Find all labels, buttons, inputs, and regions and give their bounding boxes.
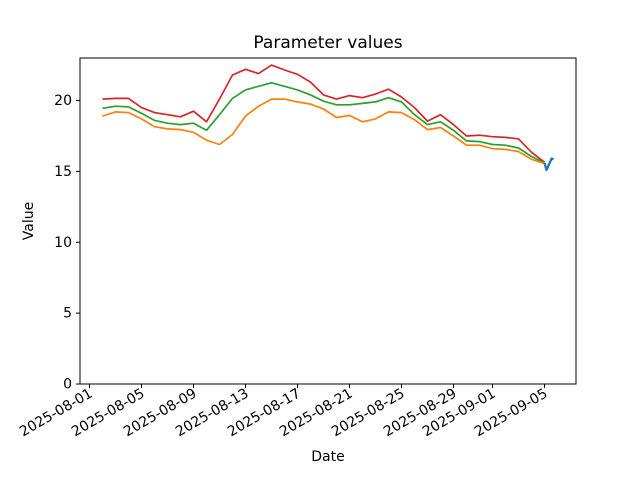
y-tick-label: 20 [54,93,72,109]
y-tick-label: 10 [54,235,72,251]
y-axis: 0 5 10 15 20 [54,93,80,393]
orange-line [102,98,545,165]
blue-line [543,157,554,172]
plot-area [79,57,577,385]
x-axis: 2025-08-012025-08-052025-08-092025-08-13… [17,384,551,440]
series-lines [102,64,554,172]
y-tick-label: 0 [63,377,72,393]
green-line [102,81,545,164]
y-tick-label: 5 [63,306,72,322]
y-axis-label: Value [21,202,37,240]
y-tick-label: 15 [54,164,72,180]
x-axis-label: Date [311,449,344,465]
chart-title: Parameter values [253,33,402,53]
red-line [102,64,546,163]
